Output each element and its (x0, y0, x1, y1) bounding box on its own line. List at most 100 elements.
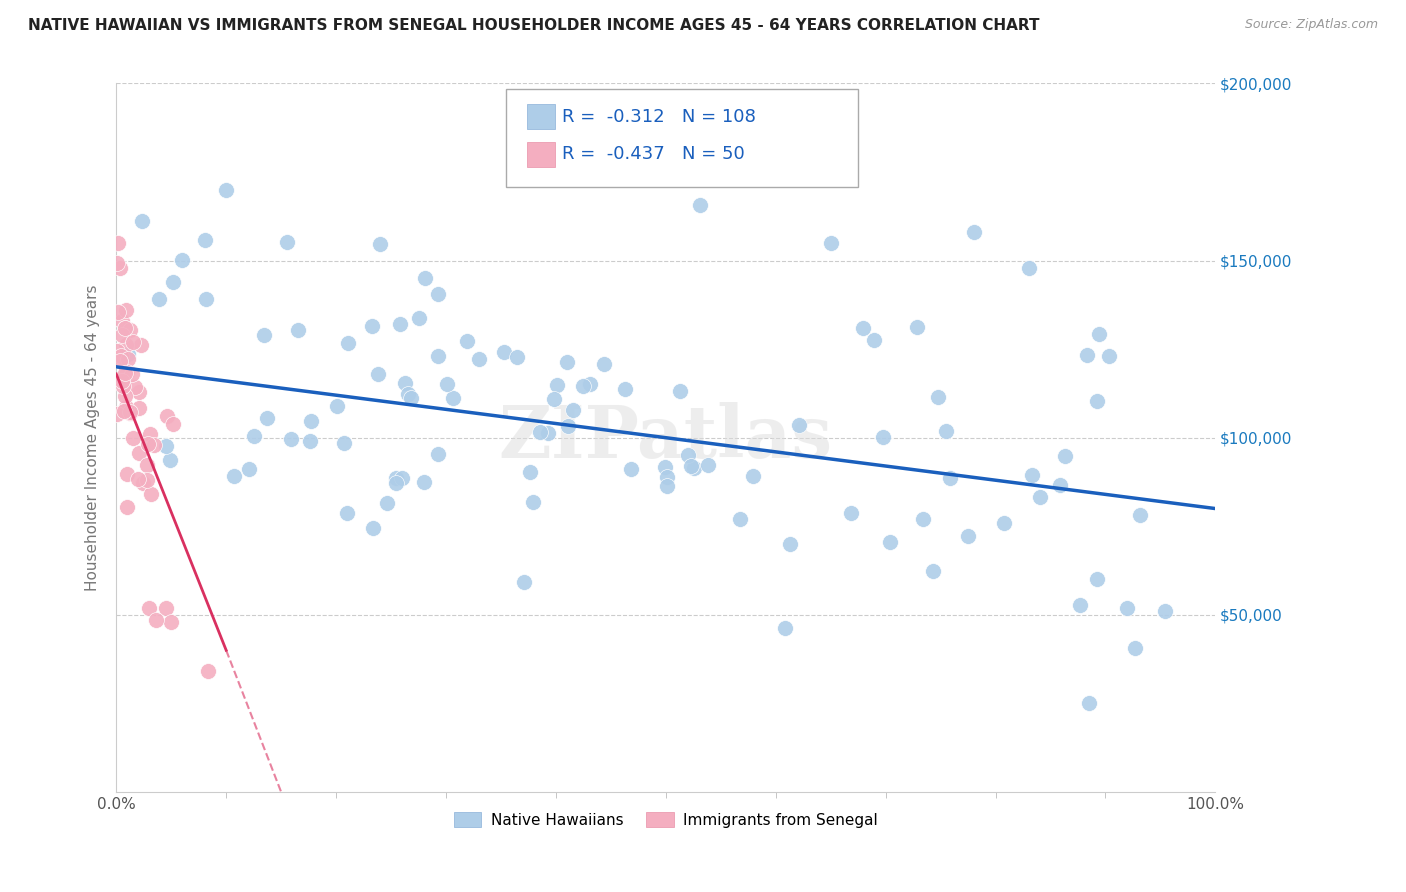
Point (572, 378, 595, 392)
Point (128, 446, 150, 460)
Point (939, 471, 962, 485)
Point (1085, 393, 1108, 408)
Point (160, 615, 183, 629)
Point (118, 323, 141, 337)
Point (863, 333, 886, 347)
Point (620, 462, 643, 476)
Point (993, 516, 1015, 530)
Point (1085, 572, 1108, 586)
Point (441, 391, 464, 405)
Point (124, 380, 146, 394)
Text: R =  -0.437   N = 50: R = -0.437 N = 50 (562, 145, 745, 163)
Point (276, 235, 298, 250)
Point (669, 384, 692, 399)
Point (513, 575, 536, 590)
Point (197, 664, 219, 678)
Point (1069, 598, 1091, 612)
Point (1053, 449, 1076, 463)
Point (841, 506, 863, 520)
Point (162, 275, 184, 289)
Point (905, 320, 928, 334)
Point (114, 404, 136, 418)
Point (911, 512, 934, 526)
Point (396, 386, 419, 401)
Point (683, 461, 706, 475)
Point (377, 496, 399, 510)
Point (122, 335, 145, 350)
Point (962, 225, 984, 239)
Point (111, 379, 134, 393)
Point (927, 390, 949, 404)
Point (1098, 349, 1121, 363)
Point (110, 349, 132, 363)
Point (128, 384, 150, 399)
Text: ZIPatlas: ZIPatlas (499, 402, 832, 473)
Point (105, 407, 128, 421)
Point (143, 438, 166, 452)
Point (385, 476, 408, 491)
Point (115, 400, 138, 414)
Point (224, 468, 246, 483)
Point (159, 453, 181, 467)
Point (872, 429, 894, 443)
Point (135, 458, 157, 472)
Text: R =  -0.312   N = 108: R = -0.312 N = 108 (562, 108, 756, 126)
Point (107, 304, 129, 318)
Point (115, 500, 138, 514)
Point (138, 437, 160, 451)
Point (654, 460, 676, 475)
Point (1028, 490, 1050, 504)
Text: Source: ZipAtlas.com: Source: ZipAtlas.com (1244, 18, 1378, 31)
Point (215, 183, 238, 197)
Point (238, 462, 260, 476)
Point (775, 621, 797, 635)
Point (243, 428, 266, 442)
Point (391, 471, 413, 485)
Point (655, 469, 678, 483)
Point (299, 413, 322, 427)
Point (408, 311, 430, 326)
Point (111, 314, 134, 328)
Point (114, 321, 136, 335)
Point (921, 564, 943, 578)
Legend: Native Hawaiians, Immigrants from Senegal: Native Hawaiians, Immigrants from Senega… (449, 805, 884, 834)
Point (492, 345, 515, 359)
Point (256, 411, 278, 425)
Point (519, 465, 541, 479)
Point (1049, 478, 1071, 492)
Point (155, 600, 177, 615)
Point (333, 435, 356, 450)
Point (195, 292, 218, 306)
Y-axis label: Householder Income Ages 45 - 64 years: Householder Income Ages 45 - 64 years (86, 285, 100, 591)
Point (852, 320, 875, 334)
Point (336, 506, 359, 520)
Point (394, 376, 416, 390)
Point (111, 328, 134, 343)
Point (120, 405, 142, 419)
Point (593, 357, 616, 371)
Point (170, 252, 193, 267)
Point (468, 351, 491, 366)
Point (613, 382, 636, 396)
Point (579, 377, 602, 392)
Point (121, 367, 143, 381)
Point (655, 479, 678, 493)
Point (114, 321, 136, 335)
Point (117, 467, 139, 482)
Point (367, 367, 389, 381)
Point (156, 409, 179, 423)
Point (114, 389, 136, 403)
Point (155, 440, 177, 454)
Text: NATIVE HAWAIIAN VS IMMIGRANTS FROM SENEGAL HOUSEHOLDER INCOME AGES 45 - 64 YEARS: NATIVE HAWAIIAN VS IMMIGRANTS FROM SENEG… (28, 18, 1039, 33)
Point (107, 235, 129, 250)
Point (742, 469, 765, 483)
Point (388, 317, 411, 331)
Point (935, 424, 957, 438)
Point (135, 473, 157, 487)
Point (111, 375, 134, 389)
Point (1088, 327, 1111, 342)
Point (543, 392, 565, 407)
Point (413, 271, 436, 285)
Point (287, 323, 309, 337)
Point (194, 234, 217, 248)
